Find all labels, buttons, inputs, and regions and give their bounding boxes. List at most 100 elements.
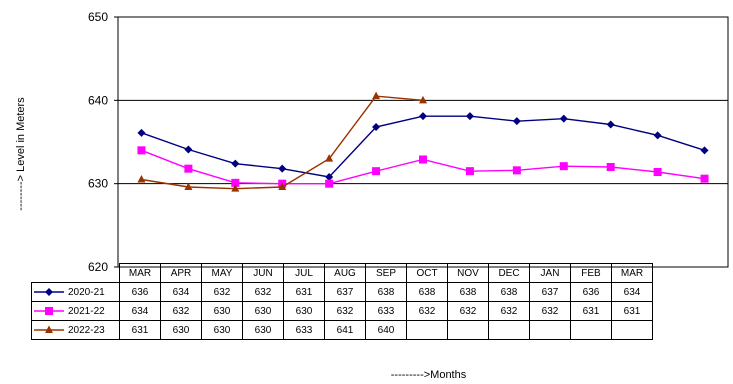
- legend-entry: 2020-21: [31, 282, 120, 302]
- data-point: [137, 128, 146, 137]
- x-tick-label: SEP: [365, 263, 407, 283]
- data-label: 632: [160, 301, 202, 321]
- data-label: 630: [242, 301, 284, 321]
- y-axis-ticks: 620 630 640 650: [88, 10, 118, 274]
- data-point: [606, 163, 615, 171]
- data-point: [184, 182, 193, 190]
- data-point: [372, 123, 381, 131]
- data-label: 632: [201, 282, 243, 302]
- y-axis-label: --------> Level in Meters: [15, 97, 27, 211]
- legend-label: 2021-22: [68, 305, 105, 317]
- data-label: 640: [365, 320, 407, 340]
- x-tick-label: NOV: [447, 263, 489, 283]
- data-label: 638: [447, 282, 489, 302]
- data-point: [465, 112, 474, 121]
- data-label: 641: [324, 320, 366, 340]
- data-label: 630: [242, 320, 284, 340]
- series-2022-23: [137, 91, 427, 192]
- data-point: [700, 174, 709, 183]
- data-label: 638: [406, 282, 448, 302]
- data-point: [512, 166, 521, 175]
- data-point: [559, 162, 568, 171]
- data-label: 636: [119, 282, 161, 302]
- y-tick-label: 650: [88, 10, 108, 24]
- data-point: [231, 178, 240, 187]
- data-label: 634: [160, 282, 202, 302]
- data-label: 637: [529, 282, 571, 302]
- data-point: [372, 167, 381, 176]
- data-point: [419, 155, 427, 164]
- x-tick-label: MAR: [611, 263, 653, 283]
- grid-lines: [118, 16, 728, 268]
- data-point: [653, 168, 662, 176]
- x-tick-label: JAN: [529, 263, 571, 283]
- x-tick-label: FEB: [570, 263, 612, 283]
- x-tick-label: MAY: [201, 263, 243, 283]
- data-label: 636: [570, 282, 612, 302]
- plot-area: [117, 16, 729, 268]
- data-label: [488, 320, 530, 340]
- legend-key: [34, 287, 64, 296]
- data-label: [529, 320, 571, 340]
- table-row: 2020-21 636 634 632 632 631 637 638 638 638 638 637…: [31, 282, 653, 302]
- data-point: [278, 164, 287, 173]
- data-point: [278, 182, 287, 190]
- data-label: 632: [488, 301, 530, 321]
- data-point: [184, 145, 193, 154]
- table-corner: [32, 264, 120, 283]
- data-label: 633: [283, 320, 325, 340]
- data-label: 638: [488, 282, 530, 302]
- series-2020-21: [137, 112, 709, 181]
- data-point: [231, 159, 240, 168]
- x-tick-label: JUN: [242, 263, 284, 283]
- data-point: [325, 154, 334, 162]
- data-label: 631: [283, 282, 325, 302]
- data-label: [570, 320, 612, 340]
- series-line: [141, 149, 705, 185]
- data-point: [372, 91, 381, 100]
- y-tick-label: 630: [88, 177, 108, 191]
- data-label: 630: [160, 320, 202, 340]
- series-2021-22: [137, 146, 709, 188]
- data-label: 632: [447, 301, 489, 321]
- table-row: 2021-22 634 632 630 630 630 632 633 632 632 632 632…: [31, 301, 653, 321]
- legend-entry: 2022-23: [31, 320, 120, 340]
- data-label: 631: [119, 320, 161, 340]
- data-label: [406, 320, 448, 340]
- legend-key: [34, 306, 64, 315]
- x-tick-label: OCT: [406, 263, 448, 283]
- data-label: 634: [119, 301, 161, 321]
- data-point: [231, 184, 240, 192]
- data-point: [559, 114, 568, 123]
- legend-label: 2020-21: [68, 286, 105, 298]
- data-label: 632: [242, 282, 284, 302]
- data-label: 638: [365, 282, 407, 302]
- legend-key: [34, 325, 64, 333]
- data-point: [325, 173, 334, 181]
- data-point: [184, 164, 193, 173]
- data-label: 631: [611, 301, 653, 321]
- y-tick-label: 620: [88, 260, 108, 274]
- series-layer: [137, 91, 709, 192]
- legend-marker: [45, 325, 53, 333]
- data-point: [325, 179, 334, 188]
- data-label: 632: [406, 301, 448, 321]
- legend-marker: [45, 306, 53, 315]
- data-label: [447, 320, 489, 340]
- data-point: [419, 112, 427, 121]
- series-line: [141, 95, 424, 190]
- data-point: [419, 95, 427, 104]
- x-tick-label: JUL: [283, 263, 325, 283]
- table-header-row: MAR APR MAY JUN JUL AUG SEP OCT NOV DEC JAN FEB MAR: [32, 263, 653, 283]
- data-label: 630: [201, 301, 243, 321]
- x-tick-label: APR: [160, 263, 202, 283]
- data-point: [137, 146, 146, 155]
- x-axis-label: --------->Months: [390, 369, 467, 381]
- legend-marker: [45, 287, 53, 296]
- data-point: [606, 120, 615, 129]
- y-axis-label-container: --------> Level in Meters: [14, 40, 28, 268]
- data-label: [611, 320, 653, 340]
- data-point: [512, 117, 521, 126]
- x-tick-label: MAR: [119, 263, 161, 283]
- data-table: MAR APR MAY JUN JUL AUG SEP OCT NOV DEC JAN FEB MAR 2…: [31, 263, 653, 340]
